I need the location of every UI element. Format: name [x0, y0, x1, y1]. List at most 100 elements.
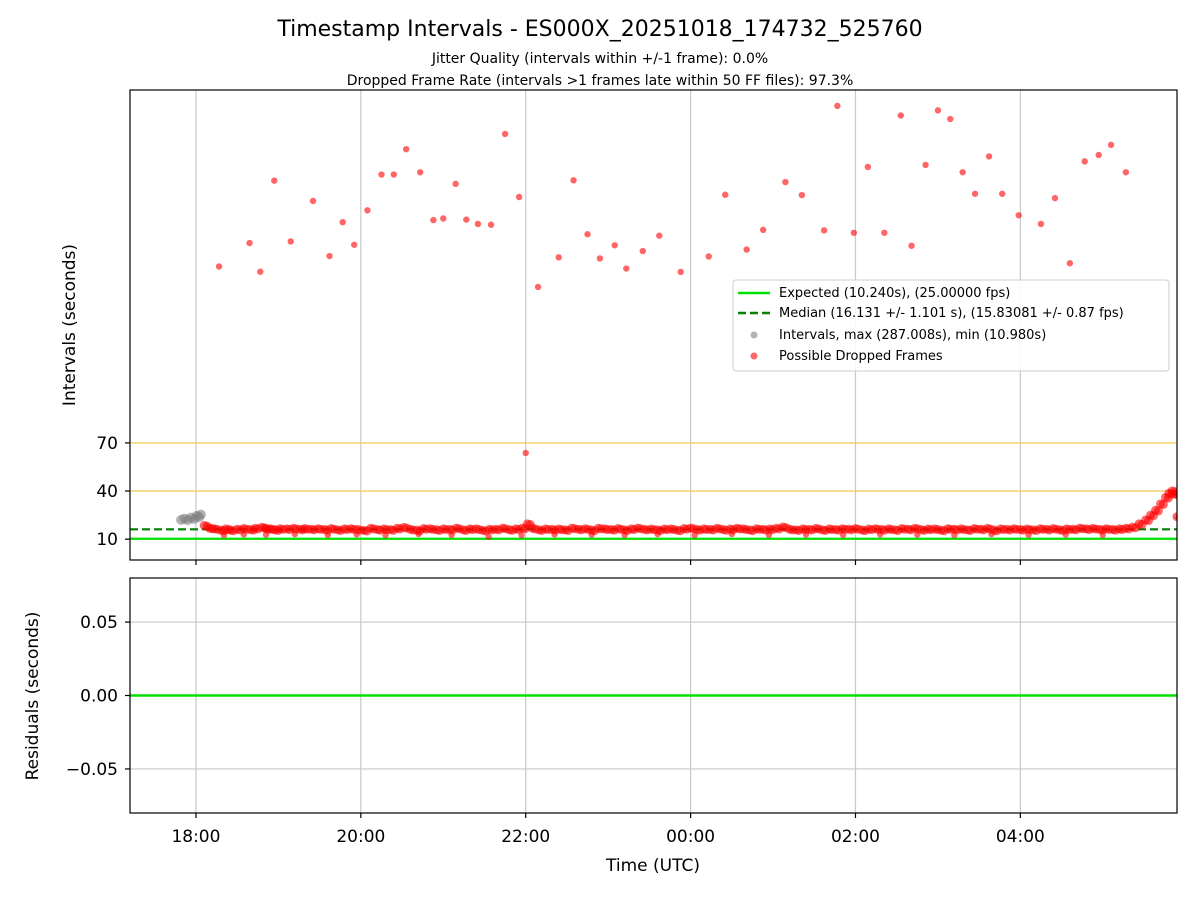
dropped-frame-point	[555, 254, 562, 261]
dropped-low-point	[621, 531, 628, 539]
top-y-axis-label: Intervals (seconds)	[60, 244, 80, 406]
legend-intervals-swatch	[750, 331, 758, 339]
dropped-low-point	[291, 530, 299, 538]
dropped-frame-point	[947, 115, 954, 123]
legend-dropped-swatch	[750, 352, 758, 360]
top-panel: 10 40 70 Intervals (seconds) Expected (10.…	[60, 89, 1178, 565]
bottom-panel: −0.05 0.00 0.05 18:00 20:00 22:00 00:00 02:00 0…	[23, 577, 1178, 876]
dropped-frame-point	[656, 232, 663, 239]
bottom-y-axis-label: Residuals (seconds)	[23, 612, 43, 781]
dropped-frame-point	[908, 242, 915, 249]
top-y-tick-label: 40	[96, 482, 118, 502]
interval-point	[195, 509, 206, 520]
dropped-low-point	[654, 530, 661, 538]
bottom-y-tick-label: 0.05	[80, 613, 118, 633]
dropped-frame-point	[309, 197, 317, 205]
bottom-x-ticks: 18:00 20:00 22:00 00:00 02:00 04:00	[171, 813, 1045, 847]
dropped-frame-point	[390, 171, 398, 178]
x-axis-label: Time (UTC)	[605, 856, 700, 876]
dropped-frame-point	[782, 178, 789, 186]
top-y-ticks: 10 40 70	[96, 434, 130, 550]
dropped-low-point	[240, 531, 247, 538]
dropped-frame-point	[378, 171, 385, 178]
top-y-tick-label: 10	[96, 530, 118, 550]
dropped-low-point	[551, 531, 558, 538]
legend-intervals-label: Intervals, max (287.008s), min (10.980s)	[779, 328, 1046, 343]
dropped-frame-point	[897, 112, 905, 119]
dropped-frame-point	[820, 227, 828, 234]
dropped-low-point	[353, 531, 360, 538]
dropped-frame-point	[959, 169, 966, 176]
x-tick-label: 22:00	[501, 827, 550, 847]
dropped-frame-point	[351, 241, 358, 248]
dropped-frame-point	[1081, 158, 1088, 165]
dropped-low-point	[914, 531, 921, 538]
legend-median-label: Median (16.131 +/- 1.101 s), (15.83081 +…	[779, 306, 1124, 321]
dropped-low-point	[518, 532, 525, 539]
dropped-frame-point	[452, 180, 459, 188]
dropped-frame-point	[1066, 260, 1074, 267]
dropped-frame-point	[639, 247, 646, 255]
dropped-low-point	[728, 530, 736, 538]
dropped-low-point	[324, 531, 332, 539]
x-tick-label: 04:00	[996, 827, 1045, 847]
dropped-frame-point	[416, 169, 424, 176]
dropped-frame-point	[515, 193, 523, 201]
dropped-low-point	[802, 531, 810, 538]
dropped-low-point	[951, 531, 958, 539]
dropped-frame-point	[326, 252, 333, 260]
dropped-low-point	[1099, 531, 1107, 539]
dropped-frame-point	[850, 229, 858, 236]
dropped-low-point	[1062, 531, 1069, 538]
top-x-tick-marks	[195, 560, 1021, 565]
dropped-frame-point	[985, 153, 993, 160]
dropped-frame-point	[1122, 169, 1130, 176]
dropped-low-point	[382, 531, 389, 539]
dropped-frame-point	[339, 218, 346, 226]
dropped-frame-point	[364, 207, 371, 214]
dropped-frame-point	[501, 130, 509, 138]
dropped-frame-point	[596, 255, 604, 262]
legend-dropped-label: Possible Dropped Frames	[779, 349, 943, 364]
dropped-frame-point	[487, 221, 495, 228]
dropped-frame-point	[722, 191, 729, 198]
dropped-frame-point	[246, 239, 253, 247]
dropped-frame-point	[834, 102, 841, 110]
bottom-y-ticks: −0.05 0.00 0.05	[66, 613, 130, 780]
x-tick-label: 00:00	[666, 827, 715, 847]
dropped-frame-point	[971, 190, 979, 197]
dropped-frame-point	[934, 107, 942, 114]
dropped-frame-point	[864, 163, 872, 171]
dropped-low-point	[448, 531, 455, 539]
dropped-frame-point	[474, 220, 482, 228]
chart-subtitle-dropped: Dropped Frame Rate (intervals >1 frames …	[347, 73, 854, 89]
dropped-frame-point	[287, 238, 294, 245]
legend-expected-label: Expected (10.240s), (25.00000 fps)	[779, 286, 1010, 301]
dropped-frame-point	[743, 246, 750, 253]
dropped-frame-point	[999, 190, 1006, 197]
dropped-frame-point	[881, 229, 888, 236]
dropped-frame-point	[922, 161, 929, 169]
dropped-frame-point	[271, 177, 278, 184]
dropped-low-point	[415, 530, 422, 538]
dropped-low-point	[220, 531, 228, 539]
dropped-frame-point	[1037, 220, 1045, 228]
dropped-low-point	[877, 531, 884, 538]
top-plot-frame	[129, 89, 1178, 561]
x-tick-label: 02:00	[831, 827, 880, 847]
dropped-frame-point	[623, 265, 630, 272]
dropped-frame-point	[1051, 194, 1059, 202]
dropped-low-point	[1025, 531, 1032, 539]
top-y-tick-label: 70	[96, 434, 118, 454]
dropped-low-point	[988, 530, 995, 538]
dropped-frame-point	[705, 253, 712, 260]
dropped-frame-point	[522, 449, 529, 457]
dropped-band-point	[1158, 499, 1168, 509]
dropped-frame-point	[570, 177, 577, 184]
dropped-frame-point	[430, 216, 437, 224]
bottom-y-tick-label: −0.05	[66, 760, 118, 780]
dropped-band-point	[1153, 506, 1163, 516]
dropped-frame-point	[1107, 141, 1115, 149]
